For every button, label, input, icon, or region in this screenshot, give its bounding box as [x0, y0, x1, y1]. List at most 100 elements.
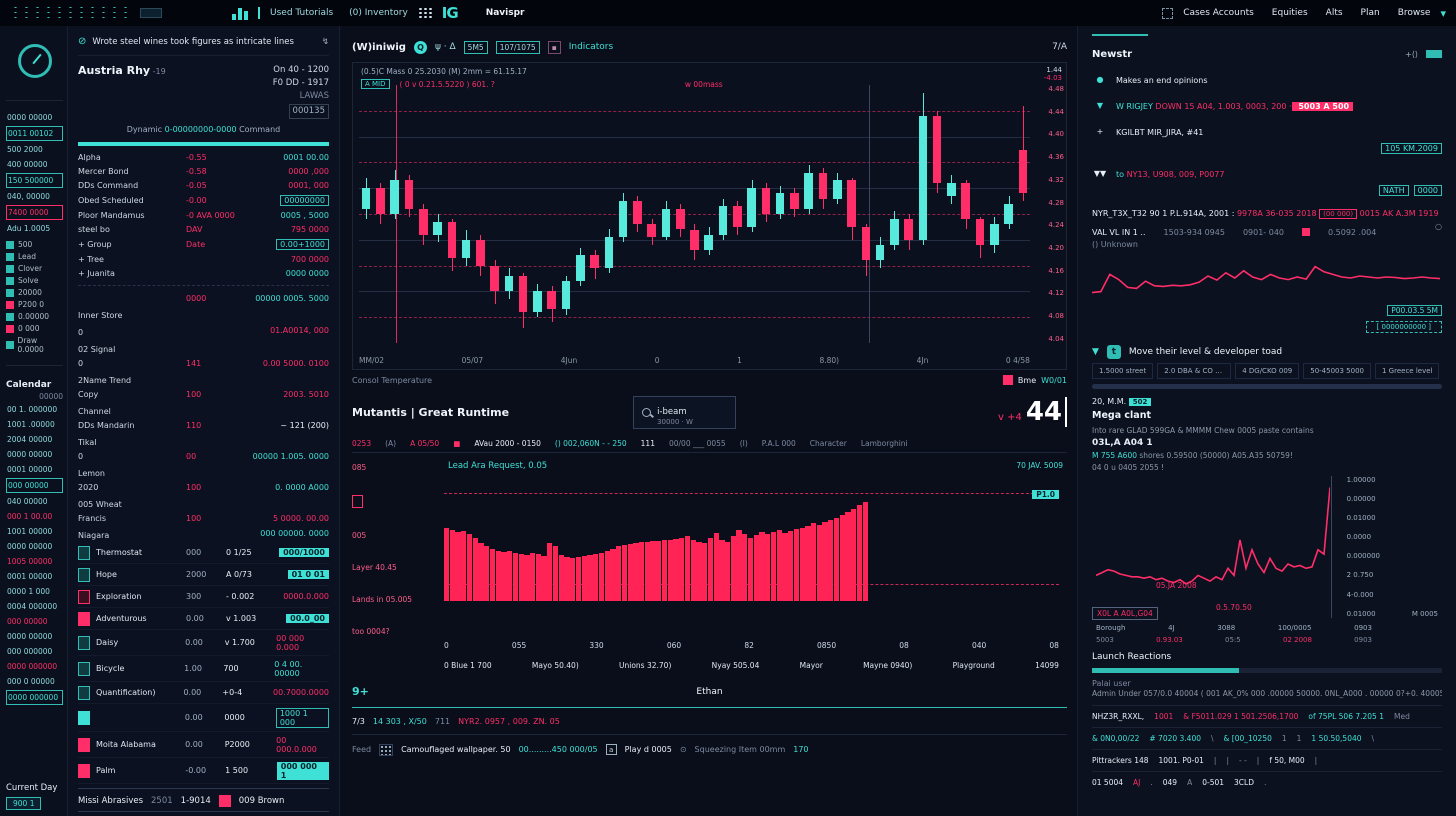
holding-row[interactable]: Hope 2000 A 0/73 01 0 01	[78, 564, 329, 586]
candle[interactable]	[516, 85, 530, 343]
rail-tool[interactable]: 0 000	[6, 324, 63, 333]
candle[interactable]	[530, 85, 544, 343]
mid-row[interactable]: 2020 100 0. 0000 A000	[78, 480, 329, 494]
candle[interactable]	[487, 85, 501, 343]
interval-box-3[interactable]: ▪	[547, 40, 561, 54]
grid-icon[interactable]	[379, 743, 394, 756]
expand-icon[interactable]	[1162, 7, 1174, 19]
candle[interactable]	[816, 85, 830, 343]
right-line-chart[interactable]: 05.JA 2008 0.5.70.50 1.00000 0.00000 0.010…	[1092, 475, 1442, 644]
area-badge[interactable]: P1.0	[1032, 489, 1059, 499]
mid-row[interactable]: 0 01.A0014, 000	[78, 322, 329, 339]
rail-tool[interactable]: 500	[6, 240, 63, 249]
candle[interactable]	[1016, 85, 1030, 343]
rail-number[interactable]: 0000 00000	[7, 632, 53, 641]
rail-number[interactable]: 040 00000	[7, 497, 48, 506]
summary-row[interactable]: + Group Date 0.00+1000	[78, 236, 329, 252]
table-row[interactable]: NHZ3R_RXXL, 1001 & F5011.029 1 501.2506,17…	[1092, 705, 1442, 727]
subtitle-link[interactable]: 0-00000000-0000	[164, 125, 237, 134]
rail-tool[interactable]: Lead	[6, 252, 63, 261]
rail-number[interactable]: 0000 1 000	[7, 587, 50, 596]
rail-number[interactable]: 1001 00000	[7, 527, 53, 536]
volume-area-chart[interactable]: Lead Ara Request, 0.05 70 JAV. 5009 085 0…	[352, 452, 1067, 676]
rail-number[interactable]: 0000 00000	[7, 450, 53, 459]
area-tick-2[interactable]: 14099	[1035, 661, 1059, 670]
candle[interactable]	[859, 85, 873, 343]
right-tab[interactable]: 1.5000 street	[1092, 362, 1154, 379]
right-tab[interactable]: 1 Greece level	[1375, 362, 1440, 379]
candle[interactable]	[973, 85, 987, 343]
tool-circle-icon[interactable]: Q	[413, 40, 427, 54]
candle[interactable]	[373, 85, 387, 343]
candle[interactable]	[744, 85, 758, 343]
candle[interactable]	[844, 85, 858, 343]
area-tick-2[interactable]: Unions 32.70)	[619, 661, 672, 670]
apps-grid-icon[interactable]	[417, 7, 432, 19]
candle[interactable]	[916, 85, 930, 343]
candle[interactable]	[502, 85, 516, 343]
chevron-down-icon[interactable]: ▾	[1440, 6, 1446, 20]
candle[interactable]	[887, 85, 901, 343]
rail-ticker[interactable]: 500 2000	[7, 145, 43, 154]
rail-tool[interactable]: 0.00000	[6, 312, 63, 321]
search-box[interactable]: 30000 · W	[633, 395, 737, 429]
rail-ticker[interactable]: 7400 0000	[6, 205, 63, 220]
circle-p-icon[interactable]: ⊙	[679, 745, 687, 754]
rail-number[interactable]: 0000 000000	[6, 690, 63, 705]
rail-tool[interactable]: P200 0	[6, 300, 63, 309]
holding-row[interactable]: Exploration 300 - 0.002 0000.0.000	[78, 586, 329, 608]
summary-row[interactable]: Alpha -0.55 0001 00.00	[78, 150, 329, 164]
holding-row[interactable]: Quantification) 0.00 +0-4 00.7000.0000	[78, 682, 329, 704]
holding-row[interactable]: Moita Alabama 0.00 P2000 00 000.0.000	[78, 732, 329, 758]
interval-box-1[interactable]: 5M5	[463, 40, 488, 54]
candle[interactable]	[559, 85, 573, 343]
candle[interactable]	[930, 85, 944, 343]
candle[interactable]	[659, 85, 673, 343]
mid-row[interactable]: 0 00 00000 1.005. 0000	[78, 449, 329, 463]
right-tab[interactable]: 50-45003 5000	[1303, 362, 1371, 379]
candle[interactable]	[402, 85, 416, 343]
news-badge[interactable]	[1426, 50, 1442, 58]
summary-row[interactable]: + Tree 700 0000	[78, 252, 329, 266]
footer-item[interactable]: 00.........450 000/05	[518, 745, 598, 754]
rail-number[interactable]: 0004 000000	[7, 602, 58, 611]
news-item[interactable]: ▼ W RIGJEY DOWN 15 A04, 1.003, 0003, 200 …	[1092, 94, 1442, 120]
rail-tool[interactable]: Clover	[6, 264, 63, 273]
summary-row[interactable]: Obed Scheduled -0.00 00000000	[78, 192, 329, 208]
top-menu-item[interactable]: Cases Accounts	[1183, 8, 1254, 18]
mid-row[interactable]: DDs Mandarin 110 ~ 121 (200)	[78, 418, 329, 432]
candle[interactable]	[787, 85, 801, 343]
news-item[interactable]: ▼▼ to NY13, U908, 009, P0077 NATH 0000	[1092, 162, 1442, 204]
rail-number[interactable]: 0001 00000	[7, 572, 53, 581]
candle[interactable]	[873, 85, 887, 343]
tag-badge[interactable]: 000135	[288, 104, 329, 119]
area-tick-2[interactable]: 0 Blue 1 700	[444, 661, 492, 670]
area-tick-2[interactable]: Mayne 0940)	[863, 661, 913, 670]
candlestick-chart[interactable]: (0.5)C Mass 0 25.2030 (M) 2mm = 61.15.17…	[352, 62, 1067, 370]
top-menu-item[interactable]: Alts	[1325, 8, 1343, 18]
news-box-value[interactable]: 105 KM.2009	[1381, 143, 1442, 154]
area-tick-2[interactable]: Mayor	[799, 661, 823, 670]
candle[interactable]	[359, 85, 373, 343]
table-row[interactable]: Pittrackers 148 1001. P0-01 | | - - | f 50, M0…	[1092, 749, 1442, 771]
rail-tool[interactable]: Draw 0.0000	[6, 336, 63, 354]
rail-tool[interactable]: 20000	[6, 288, 63, 297]
rail-number[interactable]: 000 1 00.00	[7, 512, 53, 521]
rail-number[interactable]: 0000 00000	[7, 542, 53, 551]
candle[interactable]	[730, 85, 744, 343]
gauge-icon[interactable]	[17, 44, 52, 78]
news-item[interactable]: + KGILBT MIR_JIRA, #41 105 KM.2009	[1092, 120, 1442, 162]
candle[interactable]	[902, 85, 916, 343]
footer-item[interactable]: Play d 0005	[624, 745, 672, 754]
candle[interactable]	[545, 85, 559, 343]
candle[interactable]	[602, 85, 616, 343]
candle[interactable]	[416, 85, 430, 343]
candle[interactable]	[645, 85, 659, 343]
rail-number[interactable]: 000 000000	[7, 647, 53, 656]
zap-icon[interactable]: ↯	[321, 36, 329, 47]
footer-item[interactable]: Feed	[352, 745, 372, 754]
footer-item[interactable]: Camouflaged wallpaper. 50	[401, 745, 511, 754]
rail-ticker[interactable]: 0000 00000	[7, 113, 53, 122]
holding-row[interactable]: 0.00 0000 1000 1 000	[78, 704, 330, 732]
news-settings-icon[interactable]: +⟨⟩	[1405, 49, 1418, 59]
